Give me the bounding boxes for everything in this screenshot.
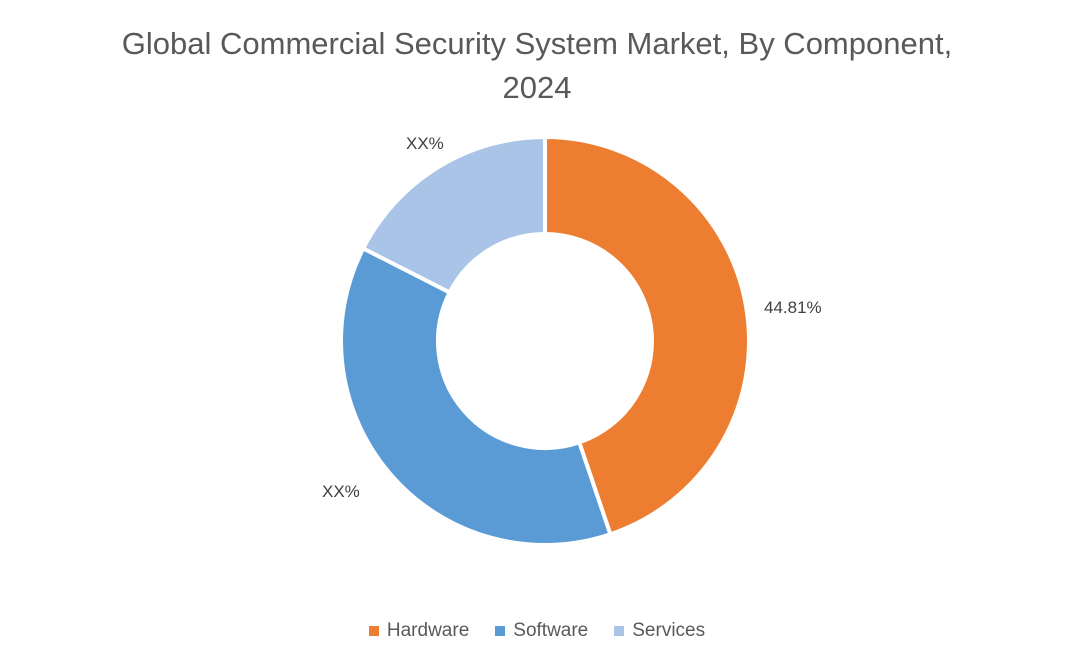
legend-swatch-services — [614, 626, 625, 636]
chart-legend: Hardware Software Services — [0, 620, 1074, 642]
donut-slice-software — [339, 245, 613, 547]
data-label-hardware: 44.81% — [764, 298, 822, 317]
chart-title-line2: 2024 — [502, 70, 572, 105]
legend-item-hardware: Hardware — [368, 620, 470, 642]
legend-label-services: Services — [632, 620, 706, 641]
donut-slices — [339, 134, 751, 547]
legend-item-services: Services — [614, 620, 705, 642]
legend-label-hardware: Hardware — [386, 620, 470, 641]
legend-item-software: Software — [495, 620, 588, 642]
donut-slice-services — [360, 134, 547, 296]
legend-swatch-hardware — [368, 626, 379, 636]
chart-title: Global Commercial Security System Market… — [0, 22, 1074, 110]
legend-label-software: Software — [513, 620, 589, 641]
legend-swatch-software — [495, 626, 506, 636]
data-label-software: XX% — [322, 482, 360, 501]
chart-title-line1: Global Commercial Security System Market… — [121, 26, 953, 61]
data-label-services: XX% — [406, 134, 444, 153]
donut-slice-hardware — [543, 134, 751, 537]
